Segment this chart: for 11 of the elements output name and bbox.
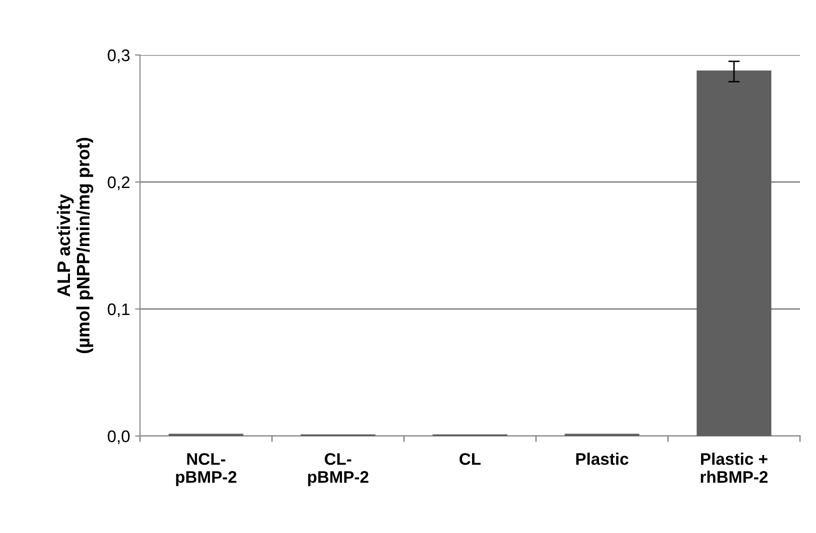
y-tick-label: 0,1 bbox=[108, 303, 130, 318]
y-tick-label: 0,3 bbox=[108, 49, 130, 64]
y-axis-title: ALP activity (µmol pNPP/min/mg prot) bbox=[56, 138, 94, 354]
y-tick-label: 0,0 bbox=[108, 430, 130, 444]
x-tick-label: Plastic + rhBMP-2 bbox=[700, 452, 768, 483]
x-tick-label: CL bbox=[460, 453, 481, 465]
x-tick-label: NCL- pBMP-2 bbox=[176, 453, 236, 486]
bar bbox=[696, 70, 772, 436]
y-tick-label: 0,2 bbox=[108, 176, 130, 190]
x-tick-label: Plastic bbox=[576, 452, 628, 465]
x-tick-label: CL- pBMP-2 bbox=[308, 453, 368, 486]
